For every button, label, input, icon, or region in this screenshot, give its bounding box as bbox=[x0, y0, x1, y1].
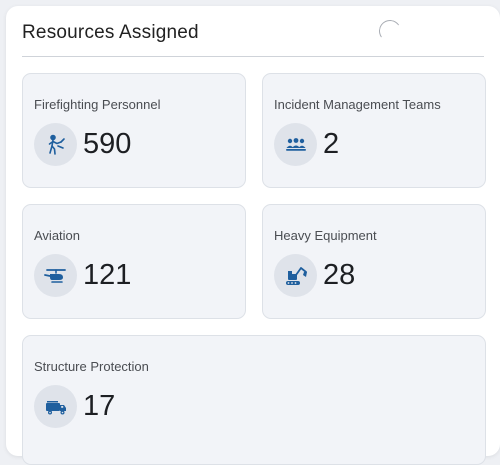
team-icon bbox=[274, 123, 317, 166]
card-value: 2 bbox=[323, 128, 340, 160]
resources-assigned-panel: Resources Assigned Firefighting Personne… bbox=[6, 6, 500, 465]
card-incident-management-teams: Incident Management Teams 2 bbox=[262, 73, 486, 188]
card-aviation: Aviation 121 bbox=[22, 204, 246, 319]
card-label: Heavy Equipment bbox=[274, 228, 377, 243]
card-heavy-equipment: Heavy Equipment 28 bbox=[262, 204, 486, 319]
card-structure-protection: Structure Protection 17 bbox=[22, 335, 486, 465]
fire-truck-icon bbox=[34, 385, 77, 428]
card-firefighting-personnel: Firefighting Personnel 590 bbox=[22, 73, 246, 188]
card-label: Firefighting Personnel bbox=[34, 97, 161, 112]
firefighter-icon bbox=[34, 123, 77, 166]
card-value: 28 bbox=[323, 259, 356, 291]
excavator-icon bbox=[274, 254, 317, 297]
card-label: Incident Management Teams bbox=[274, 97, 441, 112]
card-label: Aviation bbox=[34, 228, 81, 243]
card-value: 121 bbox=[83, 259, 132, 291]
card-value: 590 bbox=[83, 128, 132, 160]
card-label: Structure Protection bbox=[34, 359, 149, 374]
loading-spinner-icon bbox=[377, 18, 403, 44]
title-divider bbox=[22, 56, 484, 57]
helicopter-icon bbox=[34, 254, 77, 297]
panel-title: Resources Assigned bbox=[22, 22, 199, 43]
card-value: 17 bbox=[83, 390, 116, 422]
